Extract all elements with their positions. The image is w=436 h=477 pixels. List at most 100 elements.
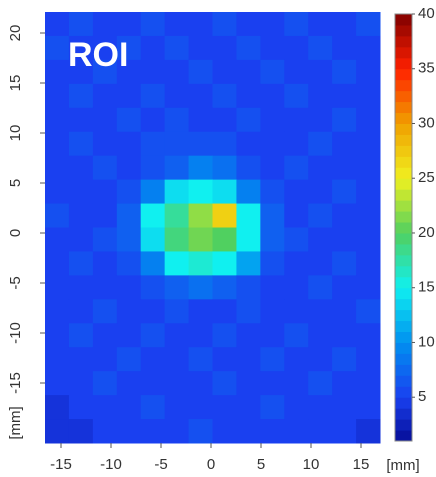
colorbar-tick-label: 25 bbox=[418, 169, 435, 186]
heatmap-cell bbox=[284, 323, 308, 347]
heatmap-cell bbox=[165, 180, 189, 204]
heatmap-cell bbox=[236, 156, 260, 180]
heatmap-cell bbox=[141, 156, 165, 180]
heatmap-cell bbox=[260, 204, 284, 228]
heatmap-cell bbox=[141, 419, 165, 443]
heatmap-cell bbox=[213, 299, 237, 323]
heatmap-cell bbox=[356, 323, 380, 347]
heatmap-cell bbox=[332, 60, 356, 84]
heatmap-cell bbox=[69, 180, 93, 204]
colorbar-tick-label: 20 bbox=[418, 224, 435, 241]
heatmap-cell bbox=[260, 251, 284, 275]
heatmap-cell bbox=[356, 108, 380, 132]
heatmap-cell bbox=[93, 108, 117, 132]
heatmap-cell bbox=[284, 251, 308, 275]
heatmap-cell bbox=[45, 395, 69, 419]
heatmap-cell bbox=[356, 251, 380, 275]
heatmap-cell bbox=[332, 251, 356, 275]
heatmap-cell bbox=[117, 395, 141, 419]
heatmap-cell bbox=[213, 60, 237, 84]
heatmap-cell bbox=[117, 419, 141, 443]
heatmap-cell bbox=[141, 60, 165, 84]
heatmap-cell bbox=[236, 275, 260, 299]
heatmap-cell bbox=[117, 84, 141, 108]
colorbar-band bbox=[395, 58, 412, 69]
heatmap-cell bbox=[69, 132, 93, 156]
heatmap-cell bbox=[117, 228, 141, 252]
heatmap-cell bbox=[236, 251, 260, 275]
heatmap-cell bbox=[45, 228, 69, 252]
heatmap-cell bbox=[332, 371, 356, 395]
heatmap-cell bbox=[213, 323, 237, 347]
heatmap-cell bbox=[165, 204, 189, 228]
heatmap-cell bbox=[69, 251, 93, 275]
colorbar-band bbox=[395, 134, 412, 145]
heatmap-cell bbox=[356, 36, 380, 60]
heatmap-cell bbox=[165, 36, 189, 60]
heatmap-cell bbox=[93, 299, 117, 323]
heatmap-cell bbox=[236, 419, 260, 443]
colorbar-tick-label: 10 bbox=[418, 333, 435, 350]
heatmap-cell bbox=[260, 371, 284, 395]
colorbar-tick-label: 35 bbox=[418, 60, 435, 77]
heatmap-cell bbox=[117, 132, 141, 156]
heatmap-cell bbox=[260, 132, 284, 156]
heatmap-cell bbox=[213, 347, 237, 371]
heatmap-cell bbox=[189, 36, 213, 60]
heatmap-cell bbox=[45, 251, 69, 275]
heatmap-cell bbox=[213, 156, 237, 180]
y-tick-label: 20 bbox=[7, 25, 24, 42]
heatmap-cell bbox=[284, 204, 308, 228]
colorbar-band bbox=[395, 36, 412, 47]
heatmap-cell bbox=[356, 419, 380, 443]
colorbar-band bbox=[395, 102, 412, 113]
heatmap-cell bbox=[213, 108, 237, 132]
heatmap-cell bbox=[117, 299, 141, 323]
heatmap-cell bbox=[141, 395, 165, 419]
heatmap-cell bbox=[165, 275, 189, 299]
heatmap-cell bbox=[141, 275, 165, 299]
colorbar-band bbox=[395, 211, 412, 222]
heatmap-cell bbox=[165, 84, 189, 108]
heatmap-cell bbox=[332, 275, 356, 299]
heatmap-cell bbox=[236, 395, 260, 419]
heatmap-cell bbox=[189, 419, 213, 443]
y-axis-label: [mm] bbox=[7, 406, 24, 439]
colorbar-band bbox=[395, 156, 412, 167]
heatmap-cell bbox=[332, 299, 356, 323]
heatmap-cell bbox=[260, 299, 284, 323]
heatmap-cell bbox=[45, 275, 69, 299]
heatmap-cell bbox=[308, 251, 332, 275]
heatmap-cell bbox=[141, 36, 165, 60]
heatmap-cell bbox=[284, 347, 308, 371]
heatmap-cell bbox=[356, 60, 380, 84]
heatmap-cell bbox=[332, 395, 356, 419]
heatmap-cell bbox=[93, 156, 117, 180]
colorbar-tick-label: 30 bbox=[418, 114, 435, 131]
heatmap-cell bbox=[165, 228, 189, 252]
heatmap-cell bbox=[141, 228, 165, 252]
y-tick-label: 15 bbox=[7, 75, 24, 92]
heatmap-cell bbox=[93, 275, 117, 299]
heatmap-cell bbox=[332, 36, 356, 60]
heatmap-cell bbox=[69, 204, 93, 228]
heatmap-cell bbox=[236, 12, 260, 36]
heatmap-cell bbox=[284, 395, 308, 419]
heatmap-cell bbox=[69, 371, 93, 395]
colorbar-band bbox=[395, 408, 412, 419]
heatmap-cell bbox=[260, 347, 284, 371]
colorbar-band bbox=[395, 14, 412, 25]
heatmap-cell bbox=[165, 347, 189, 371]
heatmap-cell bbox=[141, 323, 165, 347]
heatmap-cell bbox=[165, 60, 189, 84]
heatmap-cell bbox=[69, 12, 93, 36]
heatmap-cell bbox=[165, 371, 189, 395]
heatmap-cell bbox=[189, 60, 213, 84]
heatmap-cell bbox=[165, 156, 189, 180]
heatmap-cell bbox=[284, 228, 308, 252]
heatmap-cell bbox=[213, 132, 237, 156]
x-tick-label: -10 bbox=[100, 456, 122, 473]
heatmap-cell bbox=[141, 347, 165, 371]
heatmap-cell bbox=[189, 347, 213, 371]
heatmap-cell bbox=[260, 419, 284, 443]
